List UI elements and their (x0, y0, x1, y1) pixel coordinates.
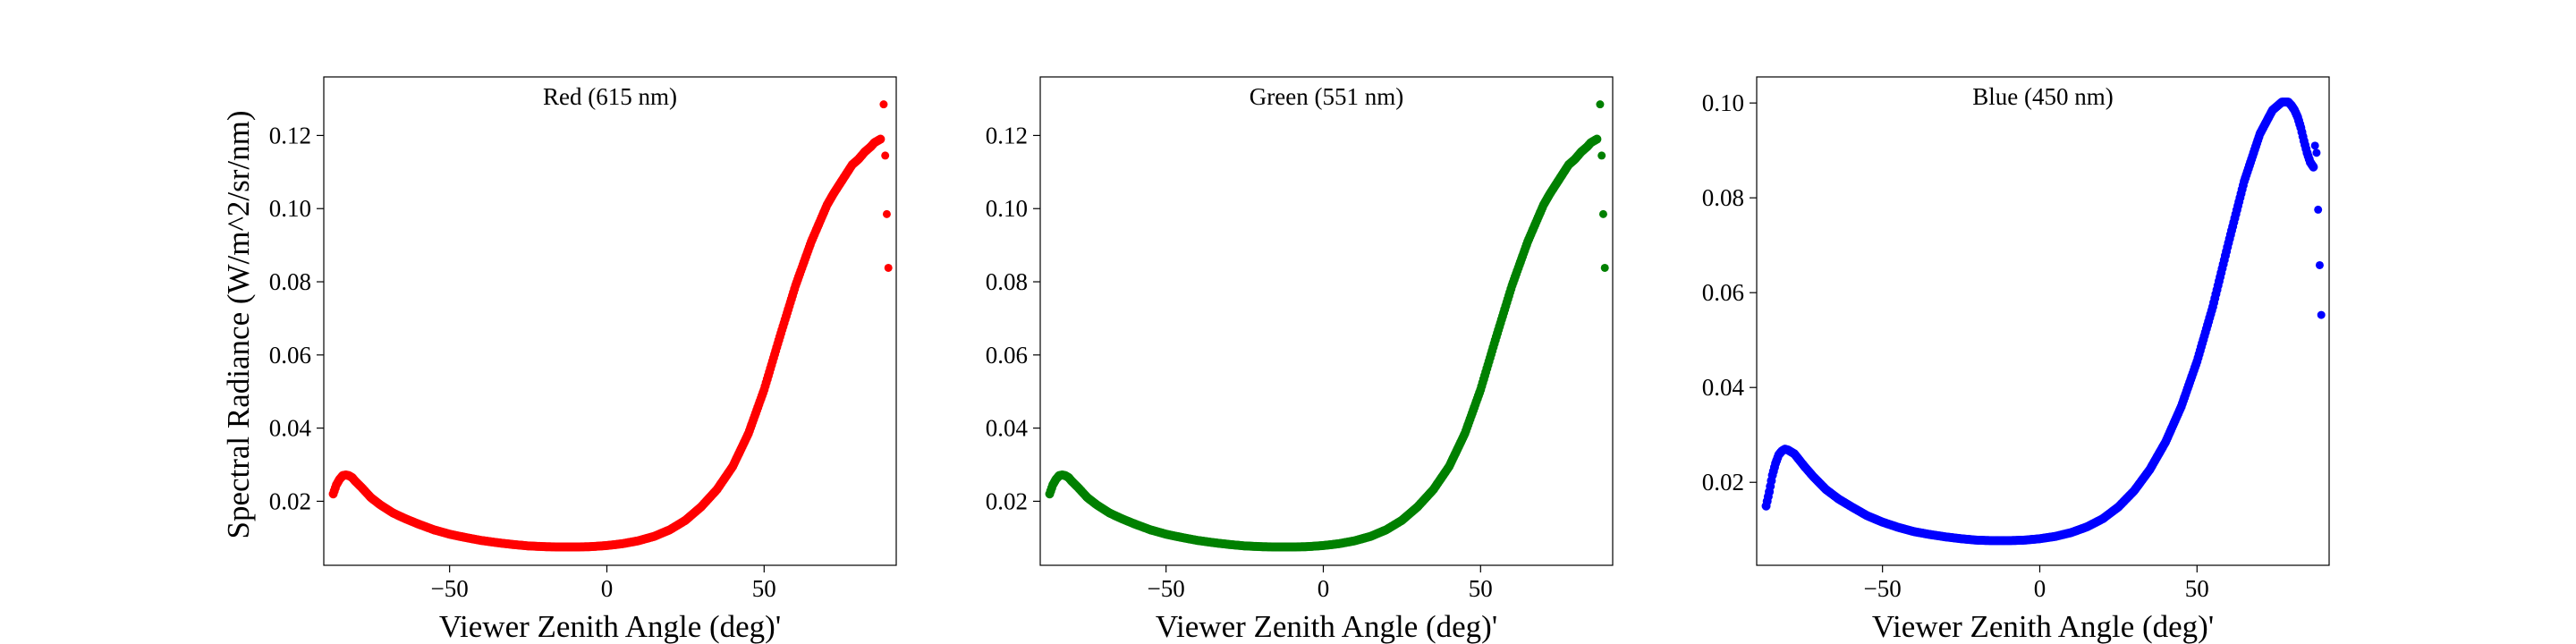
y-tick-label: 0.10 (986, 195, 1028, 222)
y-tick-label: 0.10 (269, 195, 311, 222)
outlier-point (2317, 310, 2326, 319)
y-tick-label: 0.06 (269, 342, 311, 369)
outlier-point (884, 263, 893, 272)
outlier-point (1596, 100, 1605, 109)
y-tick-label: 0.12 (269, 122, 311, 148)
panel-title: Red (615 nm) (543, 83, 677, 110)
y-tick-label: 0.02 (269, 487, 311, 514)
y-tick-label: 0.04 (986, 415, 1029, 442)
data-point (1592, 134, 1602, 144)
x-axis-label: Viewer Zenith Angle (deg)' (439, 609, 781, 644)
figure-ylabel: Spectral Radiance (W/m^2/sr/nm) (221, 110, 256, 538)
outlier-point (879, 100, 888, 109)
plot-frame (1756, 76, 2330, 566)
outlier-point (882, 209, 891, 218)
y-tick-label: 0.06 (1702, 279, 1744, 306)
x-tick-label: −50 (431, 575, 469, 602)
y-tick-label: 0.04 (1702, 374, 1745, 401)
x-axis-label: Viewer Zenith Angle (deg)' (1872, 609, 2214, 644)
y-tick-label: 0.10 (1702, 89, 1744, 116)
panel-red: Red (615 nm) −50 0 50 0.02 0.04 0.06 0.08 0.10 0… (269, 76, 897, 644)
panel-green: Green (551 nm) −50 0 50 0.02 0.04 0.06 0.08 0.1… (986, 76, 1614, 644)
x-tick-label: 50 (1469, 575, 1493, 602)
outlier-point (2314, 205, 2323, 214)
y-tick-label: 0.02 (1702, 469, 1744, 496)
data-point (2309, 162, 2318, 172)
x-tick-label: −50 (1148, 575, 1185, 602)
outlier-point (2315, 260, 2324, 269)
outlier-point (2310, 141, 2319, 150)
outlier-point (881, 151, 890, 160)
x-tick-label: 50 (752, 575, 776, 602)
x-tick-label: −50 (1864, 575, 1902, 602)
outlier-point (2312, 148, 2321, 157)
plot-frame (1039, 76, 1614, 566)
data-point (876, 134, 886, 144)
x-tick-label: 0 (601, 575, 614, 602)
outlier-point (1598, 209, 1607, 218)
panel-title: Blue (450 nm) (1972, 83, 2113, 110)
y-tick-label: 0.04 (269, 415, 312, 442)
x-tick-label: 0 (2034, 575, 2046, 602)
outlier-point (1597, 151, 1606, 160)
y-tick-label: 0.08 (986, 268, 1028, 295)
plot-frame (323, 76, 897, 566)
x-tick-label: 50 (2185, 575, 2209, 602)
panel-title: Green (551 nm) (1250, 83, 1403, 110)
panel-blue: Blue (450 nm) −50 0 50 0.02 0.04 0.06 0.08 0.10… (1702, 76, 2330, 644)
x-axis-label: Viewer Zenith Angle (deg)' (1156, 609, 1497, 644)
y-tick-label: 0.06 (986, 342, 1028, 369)
y-tick-label: 0.02 (986, 487, 1028, 514)
outlier-point (1600, 263, 1609, 272)
y-tick-label: 0.08 (269, 268, 311, 295)
y-tick-label: 0.12 (986, 122, 1028, 148)
x-tick-label: 0 (1318, 575, 1330, 602)
y-tick-label: 0.08 (1702, 184, 1744, 211)
